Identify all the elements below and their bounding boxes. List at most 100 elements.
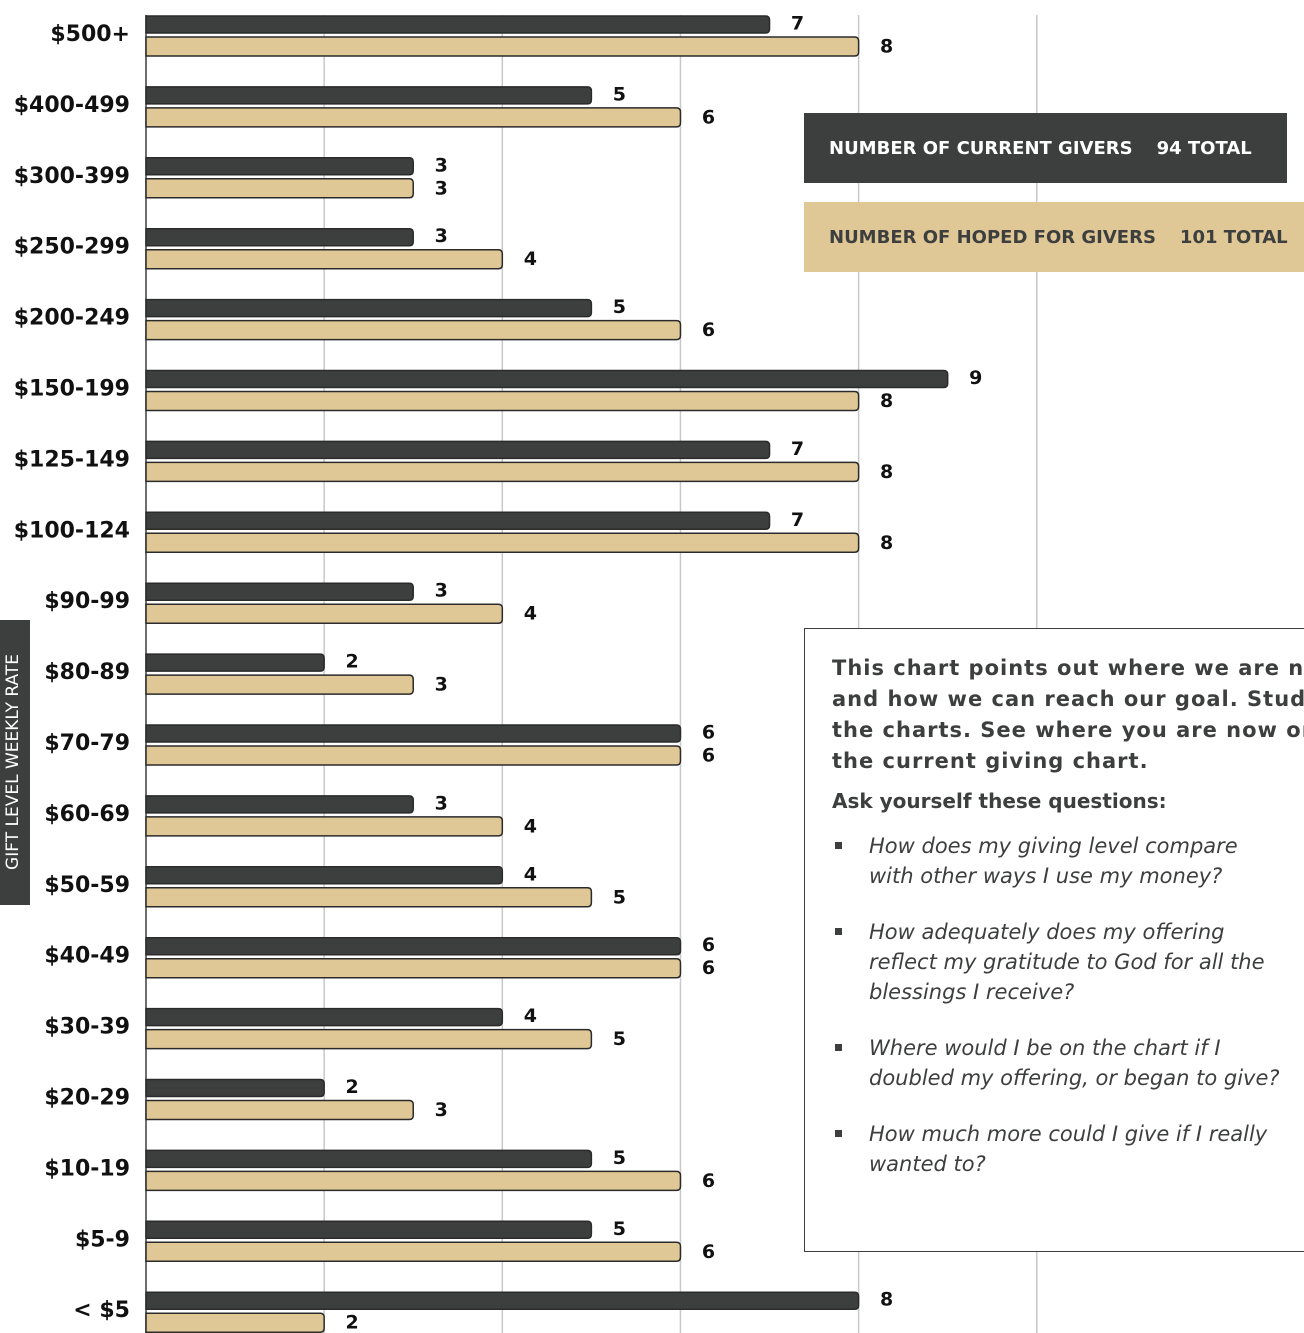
legend-label: NUMBER OF HOPED FOR GIVERS [829,226,1156,248]
bar [145,816,504,837]
legend-entry: NUMBER OF HOPED FOR GIVERS 101 TOTAL [804,202,1304,272]
value-label: 6 [702,106,715,128]
value-label: 7 [791,13,804,35]
value-label: 6 [702,957,715,979]
category-label: $70-79 [44,731,130,756]
legend-label: NUMBER OF CURRENT GIVERS [829,137,1133,159]
note-box: This chart points out where we are now a… [804,628,1304,1252]
value-label: 3 [435,580,448,602]
value-label: 3 [435,154,448,176]
bar [145,1241,682,1263]
bar [145,369,949,389]
category-label: $40-49 [44,944,130,969]
bar [145,866,504,885]
value-label: 4 [524,1005,537,1027]
bar [145,157,414,176]
bar [145,511,771,531]
bar [145,532,860,554]
value-label: 8 [880,532,893,554]
legend-entry: NUMBER OF CURRENT GIVERS 94 TOTAL [804,113,1287,183]
category-label: $80-89 [44,660,130,685]
value-label: 6 [702,722,715,744]
value-label: 7 [791,438,804,460]
category-label: $400-499 [14,93,130,118]
bar [145,582,414,601]
value-label: 3 [435,1099,448,1121]
bar [145,227,414,247]
value-label: 5 [613,296,626,318]
category-label: $30-39 [44,1015,130,1040]
value-label: 6 [702,1170,715,1192]
category-label: $300-399 [14,164,130,189]
value-label: 3 [435,674,448,696]
bar [145,1170,682,1192]
bar [145,1028,593,1050]
value-label: 5 [613,886,626,908]
value-label: 7 [791,509,804,531]
bar [145,107,682,128]
bar [145,15,771,34]
bar [145,603,504,624]
value-label: 6 [702,745,715,767]
value-label: 3 [435,225,448,247]
bar [145,178,414,199]
value-label: 4 [524,815,537,837]
bar [145,957,682,979]
value-label: 9 [969,367,982,389]
note-prompt: Ask yourself these questions: [832,789,1167,813]
bar [145,440,771,460]
bar [145,674,414,695]
value-label: 5 [613,1218,626,1240]
value-label: 8 [880,36,893,58]
category-label: $200-249 [14,306,130,331]
bar [145,1291,860,1310]
question-list: How does my giving level compare with ot… [832,831,1282,1179]
question: How much more could I give if I really w… [832,1119,1282,1179]
bar [145,390,860,412]
bar [145,1099,414,1121]
bar [145,1078,325,1098]
bar [145,745,682,766]
question: How adequately does my offering reflect … [832,917,1282,1007]
bar [145,248,504,270]
bar [145,724,682,743]
value-label: 2 [346,1312,359,1333]
bar [145,936,682,956]
bar [145,36,860,57]
value-label: 8 [880,1289,893,1311]
value-label: 2 [346,651,359,673]
bar [145,1220,593,1240]
value-label: 4 [524,603,537,625]
category-label: $100-124 [14,518,130,543]
question: Where would I be on the chart if I doubl… [832,1033,1282,1093]
question: How does my giving level compare with ot… [832,831,1282,891]
legend-total: 101 TOTAL [1179,226,1288,248]
bar [145,1312,325,1333]
value-label: 8 [880,390,893,412]
category-label: $500+ [50,22,130,47]
category-label: $10-19 [44,1156,130,1181]
value-label: 6 [702,1241,715,1263]
value-label: 5 [613,1147,626,1169]
bar [145,86,593,105]
value-label: 2 [346,1076,359,1098]
bar [145,887,593,908]
bar [145,1149,593,1169]
y-label-bg [0,620,30,905]
value-label: 4 [524,248,537,270]
value-label: 5 [613,83,626,105]
category-label: $20-29 [44,1086,130,1111]
value-label: 4 [524,863,537,885]
bar [145,1007,504,1027]
category-label: $60-69 [44,802,130,827]
bar [145,461,860,483]
category-label: $250-299 [14,235,130,260]
category-label: $50-59 [44,873,130,898]
bar [145,319,682,341]
value-label: 3 [435,792,448,814]
category-label: $90-99 [44,589,130,614]
category-label: $125-149 [14,447,130,472]
value-label: 8 [880,461,893,483]
